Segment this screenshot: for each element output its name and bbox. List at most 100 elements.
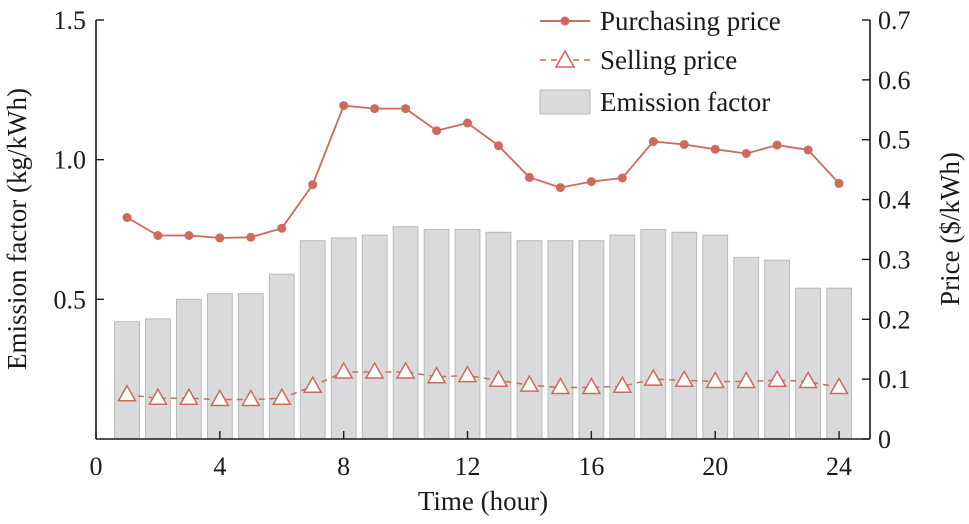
emission-factor-bar (578, 240, 605, 440)
selling-price-point (488, 369, 509, 388)
emission-factor-bar (764, 259, 791, 440)
purchasing-price-point (432, 126, 442, 136)
selling-price-point (736, 370, 756, 389)
emission-factor-bar (733, 256, 760, 440)
purchasing-price-point (679, 140, 689, 149)
selling-price-point (519, 374, 540, 392)
legend-selling-price-marker (554, 49, 576, 68)
selling-price-point (550, 376, 571, 395)
x-tick-label: 4 (213, 452, 226, 481)
right-y-axis-title: Price ($/kWh) (935, 152, 965, 306)
emission-factor-bar (795, 287, 822, 440)
emission-factor-bar (516, 240, 543, 440)
selling-price-point (829, 376, 849, 395)
selling-price-point (148, 387, 168, 406)
purchasing-price-point (617, 173, 627, 183)
right-y-tick-label: 0.1 (878, 365, 911, 394)
right-y-tick-label: 0.4 (878, 186, 911, 215)
emission-factor-bar (547, 240, 574, 440)
emission-factor-bar (299, 240, 326, 440)
right-y-tick-label: 0.7 (878, 6, 911, 35)
emission-factor-bar (454, 229, 481, 440)
right-y-tick-label: 0.3 (878, 245, 911, 274)
selling-price-line (126, 371, 840, 401)
emission-factor-bar (423, 229, 450, 440)
legend-purchasing-price-label: Purchasing price (600, 6, 781, 36)
selling-price-point (333, 361, 354, 379)
emission-factor-bar (702, 234, 729, 440)
emission-factor-bar (485, 231, 512, 440)
emission-factor-bar (609, 234, 636, 440)
selling-price-point (272, 387, 292, 406)
emission-factor-bar (330, 237, 357, 440)
selling-price-point (117, 384, 137, 402)
selling-price-point (241, 388, 261, 407)
x-tick-label: 20 (702, 452, 728, 481)
emission-factor-bar (114, 321, 140, 440)
purchasing-price-point (710, 144, 720, 154)
purchasing-price-point (153, 231, 163, 240)
emission-factor-bar (207, 293, 233, 440)
right-y-tick-label: 0.2 (878, 305, 911, 334)
legend-emission-factor-swatch (539, 89, 591, 115)
selling-price-point (210, 388, 230, 407)
purchasing-price-point (834, 178, 844, 188)
emission-factor-bar (145, 318, 171, 440)
x-tick-label: 16 (578, 452, 604, 481)
x-tick-label: 0 (90, 452, 103, 481)
selling-price-point (674, 369, 694, 388)
selling-price-point (798, 370, 818, 389)
selling-price-point (302, 375, 323, 394)
purchasing-price-point (308, 180, 318, 190)
purchasing-price-point (586, 177, 596, 187)
purchasing-price-point (741, 149, 751, 158)
purchasing-price-point (246, 232, 256, 242)
purchasing-price-point (494, 141, 503, 151)
x-tick-label: 8 (337, 452, 350, 481)
legend-emission-factor-label: Emission factor (600, 87, 770, 117)
selling-price-point (457, 365, 478, 383)
purchasing-price-point (524, 172, 534, 182)
legend-selling-price-label: Selling price (600, 45, 737, 75)
purchasing-price-line (126, 104, 840, 239)
left-y-axis-title: Emission factor (kg/kWh) (2, 88, 32, 370)
selling-price-point (581, 376, 602, 395)
purchasing-price-point (339, 101, 349, 111)
purchasing-price-point (401, 104, 411, 114)
selling-price-point (705, 370, 725, 389)
emission-factor-bar (826, 287, 853, 440)
legend-purchasing-price-marker (560, 16, 570, 26)
emission-factor-bar (640, 229, 667, 440)
emission-factor-bar (176, 298, 202, 440)
selling-price-point (364, 361, 385, 379)
purchasing-price-point (772, 140, 782, 150)
purchasing-price-point (370, 104, 380, 114)
emission-factor-bar (237, 293, 264, 440)
left-y-tick-label: 0.5 (54, 285, 87, 314)
right-y-tick-label: 0.6 (878, 66, 911, 95)
selling-price-point (395, 361, 416, 379)
selling-price-point (179, 387, 199, 406)
legend: Purchasing price Selling price Emission … (539, 6, 781, 117)
purchasing-price-point (277, 223, 287, 233)
emission-factor-bar (671, 231, 698, 440)
x-tick-label: 12 (455, 452, 481, 481)
left-y-tick-label: 1.0 (54, 146, 87, 175)
selling-price-point (426, 366, 447, 384)
emission-factor-bar (268, 273, 295, 440)
purchasing-price-point (215, 233, 225, 243)
purchasing-price-point (184, 231, 194, 240)
purchasing-price-point (803, 145, 813, 155)
emission-factor-bars (114, 226, 853, 440)
axes: 0 4 8 12 16 20 24 0.5 1.0 1.5 0 0.1 0.2 0.3 0.4 0.5 0.6 0… (54, 6, 911, 481)
right-y-tick-label: 0.5 (878, 126, 911, 155)
price-lines (117, 101, 849, 407)
purchasing-price-point (555, 183, 565, 193)
selling-price-point (767, 369, 787, 388)
emission-factor-bar (392, 226, 419, 440)
purchasing-price-point (122, 213, 132, 222)
selling-price-point (612, 375, 633, 394)
purchasing-price-point (463, 118, 472, 128)
x-axis-title: Time (hour) (418, 486, 548, 516)
